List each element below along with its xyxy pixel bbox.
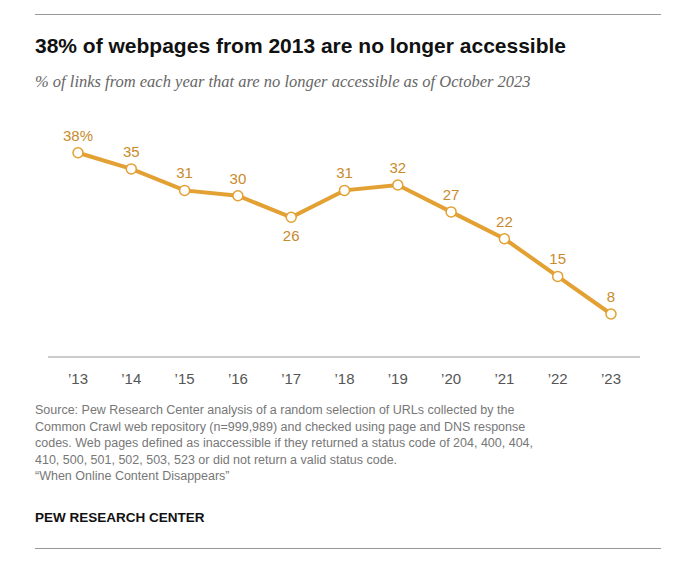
svg-text:’14: ’14	[121, 370, 141, 387]
svg-text:’17: ’17	[281, 370, 301, 387]
svg-text:’16: ’16	[228, 370, 248, 387]
html-text:410, 500, 501, 502, 503, 523 o: 410, 500, 501, 502, 503, 523 or did not …	[35, 452, 398, 467]
html-text:PEW RESEARCH CENTER: PEW RESEARCH CENTER	[35, 510, 205, 525]
svg-text:’15: ’15	[175, 370, 195, 387]
html-text:Source: Pew Research Center an: Source: Pew Research Center analysis of …	[35, 403, 515, 417]
svg-text:8: 8	[607, 288, 615, 305]
svg-text:35: 35	[123, 143, 140, 160]
svg-text:15: 15	[549, 250, 566, 267]
svg-text:31: 31	[176, 164, 193, 181]
svg-text:’19: ’19	[388, 370, 408, 387]
svg-text:’23: ’23	[601, 370, 621, 387]
svg-text:31: 31	[336, 164, 353, 181]
svg-text:’21: ’21	[494, 370, 514, 387]
html-text:codes. Web pages defined as in: codes. Web pages defined as inaccessible…	[35, 436, 533, 450]
svg-text:’18: ’18	[334, 370, 354, 387]
svg-text:30: 30	[230, 170, 247, 187]
svg-text:26: 26	[283, 227, 300, 244]
html-text:38% of webpages from 2013 are: 38% of webpages from 2013 are no longer …	[35, 34, 567, 57]
svg-text:’20: ’20	[441, 370, 461, 387]
svg-text:’22: ’22	[548, 370, 568, 387]
html-text:“When Online Content Disappear: “When Online Content Disappears”	[35, 469, 230, 483]
html-text:% of links from each year that: % of links from each year that are no lo…	[35, 72, 531, 91]
svg-text:’13: ’13	[68, 370, 88, 387]
svg-text:27: 27	[443, 186, 460, 203]
svg-text:32: 32	[389, 159, 406, 176]
svg-text:38%: 38%	[63, 127, 93, 144]
svg-text:22: 22	[496, 213, 513, 230]
html-text:Common Crawl web repository (n: Common Crawl web repository (n=999,989) …	[35, 419, 526, 434]
